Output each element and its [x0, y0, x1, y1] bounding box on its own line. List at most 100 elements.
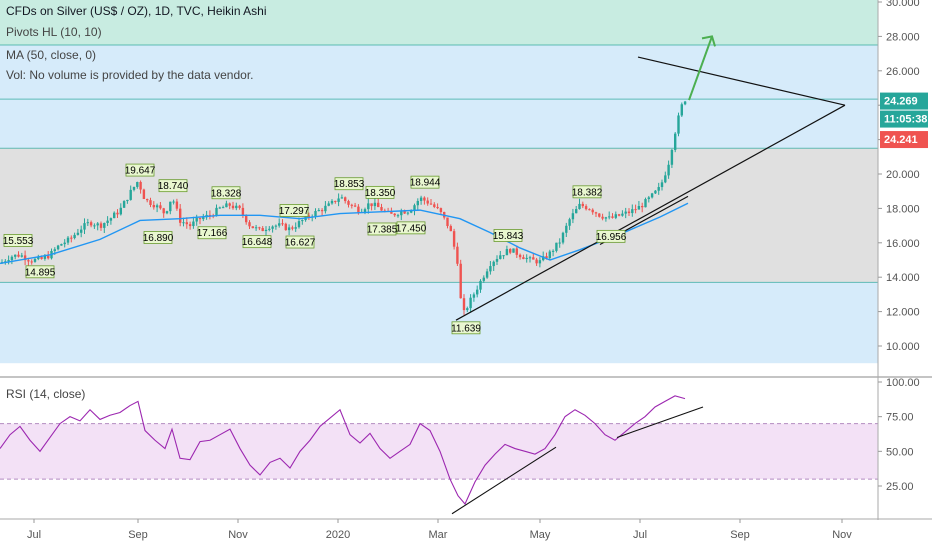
candle-body: [248, 222, 251, 227]
candle-body: [129, 189, 132, 200]
candle-body: [617, 214, 621, 216]
legend-pivots[interactable]: Pivots HL (10, 10): [6, 25, 102, 39]
legend-ma[interactable]: MA (50, close, 0): [6, 48, 97, 62]
candle-body: [505, 249, 509, 256]
candle-body: [611, 216, 614, 218]
candle-body: [542, 256, 545, 261]
rsi-tick-label: 25.00: [886, 481, 914, 493]
legend-rsi[interactable]: RSI (14, close): [6, 387, 86, 401]
pivot-label: 16.648: [242, 235, 273, 249]
candle-body: [350, 204, 353, 206]
candle-body: [274, 225, 278, 227]
legend-vol[interactable]: Vol: No volume is provided by the data v…: [6, 68, 254, 82]
time-tick-label: Jul: [633, 529, 647, 541]
candle-body: [96, 223, 99, 226]
candle-body: [509, 249, 512, 253]
pivot-band: [0, 0, 878, 45]
pivot-label-box: [493, 229, 523, 242]
candle-body: [198, 218, 202, 220]
candle-body: [459, 263, 462, 299]
candle-body: [677, 115, 680, 134]
candle-body: [548, 251, 551, 259]
pivot-label-box: [596, 229, 626, 243]
candle-body: [14, 254, 17, 257]
candle-body: [479, 280, 482, 290]
price-tick-label: 12.000: [886, 307, 920, 319]
ma-layer: [0, 202, 689, 265]
candle-body: [37, 257, 40, 259]
pivot-label-box: [410, 175, 440, 189]
candle-body: [185, 222, 188, 225]
pivot-label: 17.166: [197, 226, 228, 239]
candle-body: [469, 297, 472, 309]
candle-body: [373, 202, 377, 207]
candle-body: [99, 223, 103, 228]
candle-body: [60, 244, 63, 246]
candle-body: [621, 213, 624, 216]
candle-body: [162, 208, 165, 214]
candle-body: [334, 200, 337, 202]
candle-body: [654, 190, 657, 194]
candle-body: [281, 223, 284, 225]
candle-body: [218, 207, 221, 209]
countdown-badge-text: 11:05:38: [884, 114, 927, 126]
candle-body: [545, 256, 548, 259]
candle-body: [581, 203, 584, 207]
candle-body: [518, 254, 522, 258]
countdown-badge: 11:05:38: [880, 110, 928, 128]
candle-body: [327, 203, 330, 206]
candle-body: [347, 201, 350, 205]
candle-body: [426, 200, 429, 204]
pivot-label-text: 18.740: [158, 181, 189, 192]
pivot-label-box: [25, 265, 55, 279]
pivot-label-text: 16.956: [596, 232, 627, 243]
time-tick-label: Sep: [128, 529, 148, 541]
candle-body: [591, 209, 594, 213]
candle-body: [472, 294, 476, 298]
candle-body: [317, 210, 320, 212]
candle-body: [258, 227, 261, 229]
candle-body: [264, 229, 268, 232]
candle-body: [476, 289, 479, 295]
candle-body: [159, 205, 162, 209]
candle-body: [278, 223, 281, 226]
countdown-badge-box: [880, 110, 928, 128]
pivot-label-text: 11.639: [451, 323, 481, 334]
time-tick-label: Jul: [27, 529, 41, 541]
candle-body: [571, 213, 575, 220]
candle-body: [93, 225, 96, 227]
pivot-label-text: 16.627: [285, 238, 316, 249]
candle-body: [634, 209, 637, 211]
candle-body: [320, 210, 324, 212]
trendlines-layer: [455, 35, 846, 321]
candle-body: [495, 258, 499, 262]
candle-body: [410, 211, 413, 213]
candle-body: [324, 205, 327, 212]
candle-body: [337, 198, 340, 202]
pivot-label-text: 18.350: [365, 188, 396, 199]
candle-body: [165, 211, 169, 214]
candle-body: [66, 237, 70, 243]
candle-body: [436, 206, 439, 209]
candle-body: [122, 201, 126, 208]
hlines-layer: [0, 44, 878, 283]
candle-body: [604, 217, 608, 219]
candle-body: [598, 213, 601, 217]
badges-layer: 24.269 11:05:38 24.241: [880, 92, 928, 149]
pivot-label-text: 18.853: [334, 179, 365, 190]
candle-body: [588, 209, 591, 211]
candle-body: [301, 220, 304, 222]
candle-body: [126, 199, 129, 202]
pivot-label-box: [242, 235, 272, 249]
candle-body: [215, 207, 218, 216]
gridlines-layer: [0, 0, 932, 520]
pivot-label-text: 18.382: [572, 187, 603, 198]
candle-body: [142, 189, 146, 200]
pivot-label: 19.647: [125, 163, 156, 177]
candle-body: [238, 205, 241, 208]
candle-body: [182, 222, 185, 224]
candle-body: [271, 226, 274, 229]
rsi-trendline: [451, 446, 557, 515]
